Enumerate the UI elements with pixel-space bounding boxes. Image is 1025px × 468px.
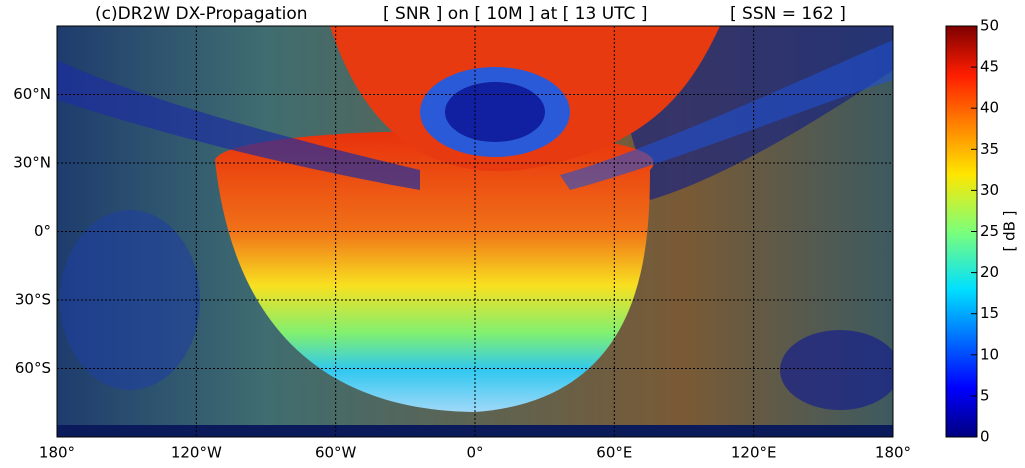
lat-tick-label: 0° <box>34 222 51 240</box>
colorbar-tick-label: 25 <box>980 222 999 240</box>
colorbar-tick-label: 5 <box>980 386 990 404</box>
lon-tick-label: 120°W <box>171 444 222 462</box>
lon-tick-label: 60°E <box>596 444 632 462</box>
colorbar-tick-label: 10 <box>980 345 999 363</box>
lat-tick-label: 30°N <box>13 154 51 172</box>
lon-tick-label: 120°E <box>731 444 777 462</box>
lon-tick-label: 180° <box>39 444 75 462</box>
title-left: (c)DR2W DX-Propagation <box>95 4 308 24</box>
lat-tick-label: 30°S <box>15 291 51 309</box>
colorbar-tick-label: 50 <box>980 17 999 35</box>
title-center: [ SNR ] on [ 10M ] at [ 13 UTC ] <box>383 4 647 24</box>
colorbar-tick-label: 35 <box>980 140 999 158</box>
lat-tick-label: 60°S <box>15 359 51 377</box>
lon-tick-label: 0° <box>466 444 483 462</box>
colorbar-tick-label: 20 <box>980 263 999 281</box>
lat-tick-label: 60°N <box>13 85 51 103</box>
lon-tick-label: 180° <box>875 444 911 462</box>
map-frame <box>56 25 894 438</box>
colorbar-tick-label: 15 <box>980 304 999 322</box>
lon-tick-label: 60°W <box>315 444 357 462</box>
title-right: [ SSN = 162 ] <box>730 4 846 24</box>
colorbar-tick-label: 45 <box>980 58 999 76</box>
colorbar-tick-label: 30 <box>980 181 999 199</box>
colorbar-label: [ dB ] <box>1001 210 1019 251</box>
colorbar-tick-label: 0 <box>980 428 990 446</box>
colorbar-tick-label: 40 <box>980 99 999 117</box>
